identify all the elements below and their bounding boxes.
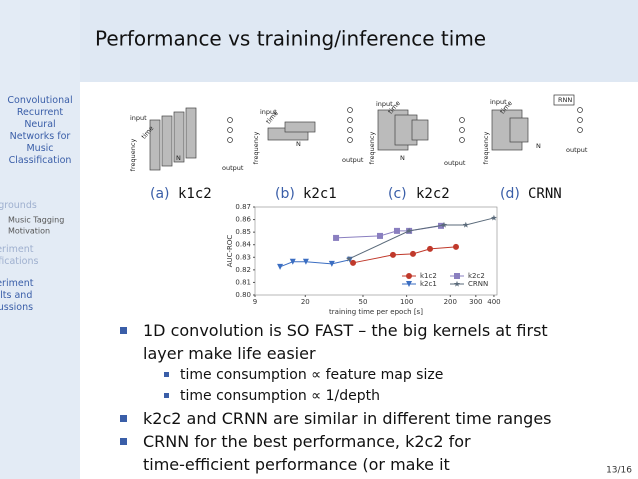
y-tick-label: 0.81 (235, 278, 251, 286)
marker (454, 273, 460, 279)
sidebar-section: Convolutional Recurrent Neural Networks for… (7, 95, 72, 166)
marker (490, 214, 497, 221)
diagram-label: input (490, 98, 507, 106)
diagram-label: frequency (368, 132, 376, 165)
figure-tag: (c) (388, 186, 407, 202)
diagram-label: N (536, 142, 541, 150)
marker (406, 227, 413, 234)
marker (328, 260, 335, 267)
y-tick-label: 0.82 (235, 266, 251, 274)
diagram-label: frequency (252, 132, 260, 165)
page-number: 13/16 (606, 466, 632, 476)
legend-label: CRNN (468, 280, 488, 288)
marker (440, 221, 448, 228)
figure-tag: (b) (275, 186, 295, 202)
marker (462, 221, 469, 228)
sidebar-item[interactable]: Experimentresults anddiscussions (0, 278, 34, 313)
diagram-label: output (222, 164, 244, 172)
x-tick-label: 20 (301, 298, 310, 306)
marker (289, 258, 296, 265)
marker (302, 258, 309, 265)
diagram-label: N (176, 154, 181, 162)
y-tick-label: 0.83 (235, 253, 251, 261)
diagrams: input output input output input output i… (129, 94, 588, 172)
legend-label: k2c2 (468, 272, 485, 280)
bullet-text: CRNN for the best performance, k2c2 for t… (143, 432, 471, 479)
sub-bullet-icon (164, 393, 169, 398)
x-tick-label: 400 (487, 298, 500, 306)
spacer (106, 455, 114, 463)
x-axis-label: training time per epoch [s] (329, 308, 423, 316)
marker (453, 280, 461, 287)
marker (393, 227, 400, 234)
figure-tag: (a) (150, 186, 170, 202)
marker (406, 281, 412, 287)
marker (277, 263, 284, 270)
marker (345, 255, 352, 262)
y-tick-label: 0.84 (235, 241, 251, 249)
sidebar-subitem: Motivation (8, 227, 50, 236)
sub-bullet-text: time consumption ∝ 1/depth (180, 388, 380, 404)
marker (376, 232, 383, 239)
diagram-label: output (444, 159, 466, 167)
y-tick-label: 0.87 (235, 203, 251, 211)
x-tick-label: 9 (253, 298, 257, 306)
legend-label: k1c2 (420, 272, 437, 280)
sidebar-item[interactable]: Backgrounds (0, 200, 37, 211)
marker (389, 251, 396, 258)
bullet-icon (120, 415, 127, 422)
sidebar-band (0, 0, 80, 479)
header-band (0, 0, 638, 82)
marker (350, 259, 357, 266)
legend-label: k2c1 (420, 280, 437, 288)
x-tick-label: 100 (400, 298, 413, 306)
sub-bullet-icon (164, 372, 169, 377)
diagram-label: output (566, 146, 588, 154)
x-tick-label: 300 (469, 298, 482, 306)
sidebar-item[interactable]: Experimentspecifications (0, 244, 38, 267)
bullet-text: 1D convolution is SO FAST – the big kern… (143, 321, 548, 363)
diagram-label: frequency (482, 132, 490, 165)
x-tick-label: 200 (444, 298, 457, 306)
diagram-label: RNN (558, 96, 572, 104)
diagram-label: input (260, 108, 277, 116)
y-tick-label: 0.80 (235, 291, 251, 299)
figure-name: CRNN (528, 186, 562, 202)
diagram-label: N (400, 154, 405, 162)
sidebar-subitem: Music Tagging (8, 216, 64, 225)
marker (409, 250, 416, 257)
diagram-label: input (130, 114, 147, 122)
x-tick-label: 50 (359, 298, 368, 306)
y-tick-label: 0.85 (235, 228, 251, 236)
figure-name: k2c1 (303, 186, 337, 202)
bullet-icon (120, 327, 127, 334)
diagram-label: output (342, 156, 364, 164)
marker (406, 273, 412, 279)
slide-title: Performance vs training/inference time (95, 27, 486, 51)
figure-tag: (d) (500, 186, 520, 202)
sub-bullet-text: time consumption ∝ feature map size (180, 367, 443, 383)
diagram-label: frequency (129, 139, 137, 172)
bullet-text: k2c2 and CRNN are similar in different t… (143, 409, 552, 428)
marker (452, 243, 459, 250)
marker (333, 234, 340, 241)
figure-name: k1c2 (178, 186, 212, 202)
marker (427, 245, 434, 252)
diagram-label: input (376, 100, 393, 108)
bullet-icon (120, 438, 127, 445)
y-axis-label: AUC-ROC (226, 235, 234, 268)
diagram-label: N (296, 140, 301, 148)
figure-name: k2c2 (416, 186, 450, 202)
y-tick-label: 0.86 (235, 216, 251, 224)
plot-area (254, 206, 498, 296)
